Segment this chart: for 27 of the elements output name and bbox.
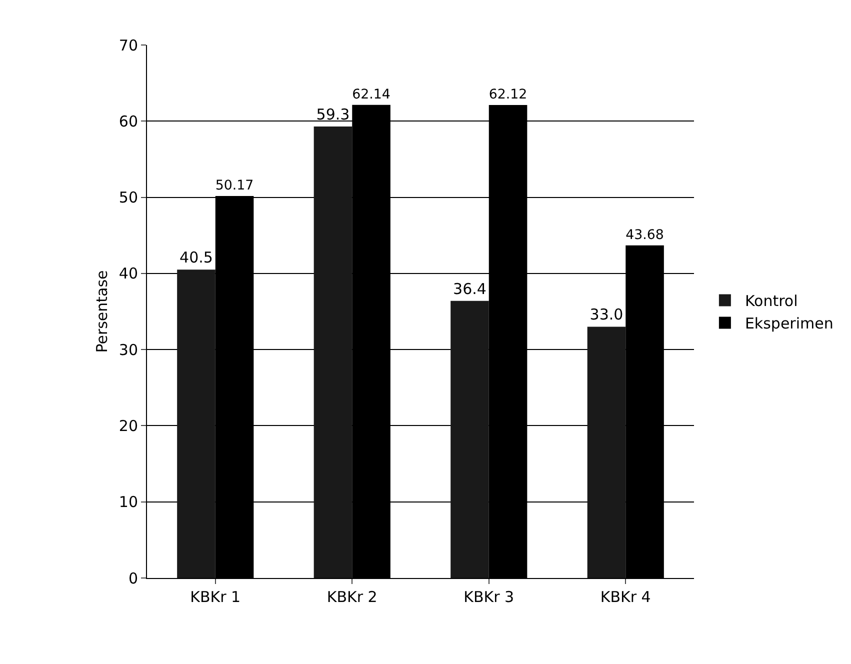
y-tick-label: 40 [118,264,138,283]
y-tick-label: 10 [118,493,138,512]
data-label: 43.68 [626,228,664,243]
x-tick-label: KBKr 3 [464,588,514,606]
data-label: 62.14 [352,87,390,102]
y-tick-label: 60 [118,112,138,130]
y-tick-label: 0 [128,569,138,588]
data-label: 36.4 [453,280,486,298]
bar [587,326,626,578]
y-tick-label: 70 [118,36,138,54]
x-tick-label: KBKr 4 [600,588,651,606]
bar [177,270,216,578]
bar [314,126,352,578]
y-axis-title: Persentase [93,270,111,353]
data-label: 50.17 [215,178,254,194]
data-label: 40.5 [180,248,213,267]
y-tick-label: 20 [118,416,138,435]
y-tick-label: 50 [118,188,138,207]
bar [450,300,489,578]
legend-label: Kontrol [744,292,798,310]
data-label: 59.3 [316,105,350,124]
y-tick-label: 30 [118,340,138,359]
data-label: 62.12 [488,87,528,102]
x-tick-label: KBKr 1 [190,588,241,606]
x-tick-label: KBKr 2 [326,588,378,606]
legend-label: Eksperimen [744,314,834,333]
data-label: 33.0 [590,306,624,324]
